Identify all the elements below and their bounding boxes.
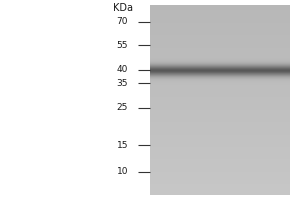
Text: 70: 70 bbox=[116, 18, 128, 26]
Text: 15: 15 bbox=[116, 140, 128, 150]
Text: 35: 35 bbox=[116, 78, 128, 88]
Text: 25: 25 bbox=[117, 104, 128, 112]
Text: 40: 40 bbox=[117, 66, 128, 74]
Text: KDa: KDa bbox=[113, 3, 133, 13]
Text: 55: 55 bbox=[116, 40, 128, 49]
Text: 10: 10 bbox=[116, 168, 128, 176]
